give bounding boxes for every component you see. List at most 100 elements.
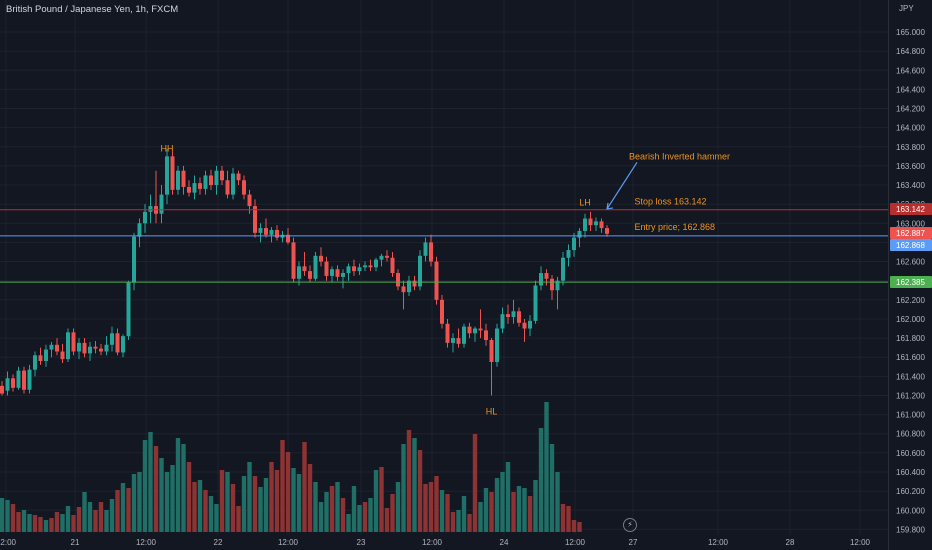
candle	[385, 250, 389, 262]
volume-bar	[527, 496, 533, 532]
candle	[583, 213, 587, 238]
price-lines	[0, 209, 888, 283]
candle	[275, 225, 279, 241]
volume-bar	[181, 444, 186, 532]
candle-body	[286, 234, 290, 243]
candle-body	[544, 273, 549, 279]
volume-bar	[450, 512, 456, 532]
volume-bar	[461, 496, 467, 532]
volume-bar	[258, 487, 263, 532]
price-tick-label: 160.000	[896, 506, 925, 515]
candle	[82, 338, 87, 358]
candle-body	[511, 311, 516, 318]
volume-bar	[390, 494, 395, 532]
candle	[115, 328, 120, 356]
volume-bar	[291, 468, 296, 532]
candle	[500, 307, 505, 334]
volume-bar	[131, 474, 137, 532]
price-tag-bg	[890, 276, 932, 288]
candle-body	[467, 326, 472, 334]
price-tick-label: 161.800	[896, 334, 925, 343]
volume-bar	[340, 498, 346, 532]
candle	[495, 323, 499, 367]
candle-body	[176, 170, 180, 190]
volume-bar	[478, 502, 483, 532]
candle	[346, 263, 351, 281]
currency-label: JPY	[899, 4, 914, 13]
candle-body	[220, 170, 224, 181]
volume-bar	[214, 504, 219, 532]
volume-bar	[351, 486, 357, 532]
lightning-icon[interactable]: ⚡	[623, 518, 637, 532]
volume-bar	[27, 514, 32, 532]
candle-body	[594, 221, 598, 226]
volume-bar	[230, 484, 236, 532]
candle-body	[599, 221, 604, 229]
candle-body	[484, 330, 488, 340]
candle-body	[264, 228, 268, 235]
time-tick-label: 21	[71, 538, 80, 547]
candle-body	[495, 328, 499, 362]
price-tag-bg	[890, 239, 932, 251]
candle	[126, 280, 131, 340]
candle	[489, 338, 494, 396]
candle	[462, 323, 466, 348]
volume-bar	[500, 472, 505, 532]
price-tick-label: 163.600	[896, 162, 925, 171]
candle-body	[77, 342, 81, 352]
price-tick-label: 162.600	[896, 258, 925, 267]
volume-bar	[87, 502, 93, 532]
volume-bar	[280, 440, 285, 532]
candle-body	[148, 206, 153, 212]
time-axis: 12:00 21 12:00 22 12:00 23 12:00 24 12:00 27 12:00…	[0, 538, 871, 547]
volume-bar	[560, 504, 566, 532]
entry-price-tag: 162.868	[890, 239, 932, 251]
volume-bar	[159, 458, 164, 532]
volume-bar	[208, 496, 214, 532]
volume-bar	[170, 465, 175, 532]
volume-bar	[247, 462, 252, 532]
candle	[93, 340, 98, 354]
candle	[484, 323, 488, 346]
candle	[533, 280, 538, 324]
volume-bar	[186, 462, 192, 532]
candle-body	[335, 269, 340, 277]
price-tick-label: 162.200	[896, 296, 925, 305]
volume-bar	[98, 502, 104, 532]
volume-bar	[335, 482, 340, 532]
candle	[5, 371, 10, 396]
volume-bar	[395, 482, 401, 532]
price-tag-label: 162.868	[896, 241, 925, 250]
volume-bar	[571, 520, 577, 532]
time-tick-label: 12:00	[422, 538, 443, 547]
volume-bar	[142, 440, 148, 532]
candle-body	[242, 180, 246, 195]
candle	[599, 218, 604, 233]
price-tick-label: 164.400	[896, 85, 925, 94]
candle	[66, 328, 70, 362]
price-tick-label: 161.600	[896, 353, 925, 362]
candle	[242, 175, 246, 200]
candle-body	[247, 194, 252, 207]
candle-body	[93, 346, 98, 349]
volume-bar	[329, 486, 335, 532]
candle-body	[60, 351, 65, 360]
last-price-tag: 162.887	[890, 227, 932, 239]
candle-body	[319, 255, 323, 262]
candle	[363, 261, 367, 272]
candle-body	[451, 338, 455, 343]
candle-body	[346, 266, 351, 274]
volume-bar	[120, 483, 126, 532]
candle	[577, 228, 582, 248]
candle	[423, 237, 428, 262]
annotation-hh: HH	[161, 144, 174, 154]
candle	[528, 315, 532, 337]
volume-bar	[252, 476, 258, 532]
candle	[264, 218, 268, 238]
volume-bar	[412, 438, 417, 532]
candle-body	[137, 223, 142, 237]
candle-body	[572, 237, 576, 251]
volume-bar	[511, 492, 516, 532]
candle-body	[368, 265, 373, 268]
